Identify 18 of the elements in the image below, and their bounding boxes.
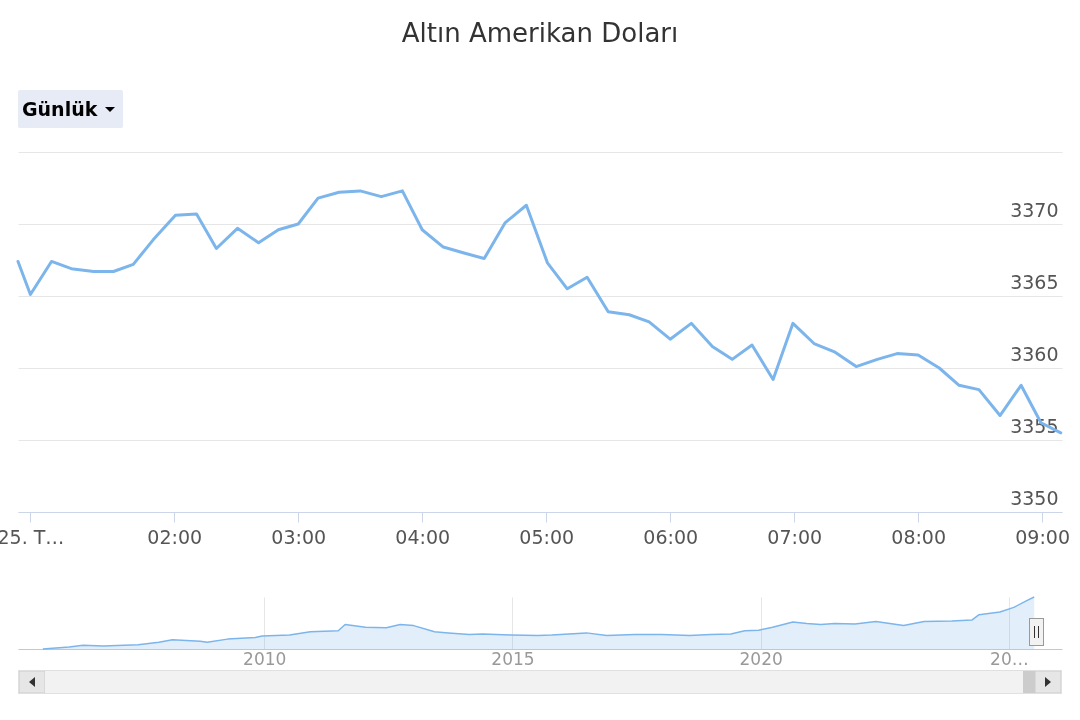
text: Günlük bbox=[22, 98, 98, 120]
x-tick-label: 07:00 bbox=[767, 525, 823, 548]
x-tick-label: 08:00 bbox=[891, 525, 947, 548]
chart-title: Altın Amerikan Doları bbox=[401, 18, 679, 48]
x-tick-label: 03:00 bbox=[271, 525, 327, 548]
x-tick-label: 06:00 bbox=[643, 525, 699, 548]
y-tick-label: 3360 bbox=[1010, 342, 1059, 365]
y-tick-label: 3370 bbox=[1010, 198, 1059, 221]
x-tick-label: 09:00 bbox=[1015, 525, 1071, 548]
x-tick-label: 2010 bbox=[243, 648, 287, 669]
x-tick-label: 2015 bbox=[491, 648, 535, 669]
x-tick-label: 04:00 bbox=[395, 525, 451, 548]
x-tick-label: 05:00 bbox=[519, 525, 575, 548]
x-tick-label: 20… bbox=[990, 648, 1029, 669]
y-tick-label: 3365 bbox=[1010, 270, 1059, 293]
y-tick-label: 3350 bbox=[1010, 486, 1059, 509]
x-tick-label: 02:00 bbox=[147, 525, 203, 548]
x-tick-label: 2020 bbox=[739, 648, 783, 669]
